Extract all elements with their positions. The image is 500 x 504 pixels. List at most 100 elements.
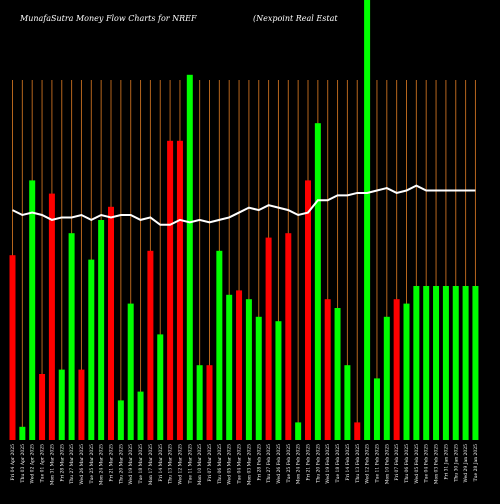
bar	[196, 365, 203, 440]
money-flow-line	[12, 184, 476, 226]
bar	[433, 286, 440, 440]
x-tick-label: Wed 12 Feb 2025	[365, 444, 371, 484]
bar	[167, 140, 174, 441]
x-tick-label: Fri 28 Mar 2025	[59, 444, 65, 482]
bar	[117, 400, 124, 440]
bar	[275, 321, 282, 440]
bar	[9, 255, 16, 440]
x-tick-label: Mon 24 Mar 2025	[99, 444, 105, 485]
x-tick-label: Mon 10 Feb 2025	[384, 444, 390, 484]
x-tick-label: Tue 25 Feb 2025	[286, 444, 292, 483]
bar	[186, 74, 193, 441]
bar-series	[9, 0, 479, 441]
bar	[452, 286, 459, 440]
x-tick-label: Wed 26 Feb 2025	[276, 444, 282, 484]
x-tick-label: Fri 07 Feb 2025	[394, 444, 400, 481]
x-tick-label: Thu 06 Mar 2025	[217, 444, 223, 484]
bar	[413, 286, 420, 440]
x-tick-label: Fri 04 Apr 2025	[10, 444, 16, 481]
bar	[157, 334, 164, 440]
x-tick-label: Wed 12 Mar 2025	[177, 444, 183, 485]
bar	[127, 303, 134, 440]
x-tick-label: Tue 01 Apr 2025	[40, 444, 46, 482]
x-tick-label: Wed 05 Mar 2025	[227, 444, 233, 485]
x-tick-label: Thu 20 Mar 2025	[118, 444, 124, 484]
bar	[245, 299, 252, 440]
x-tick-label: Tue 25 Mar 2025	[89, 444, 95, 484]
x-tick-labels: Fri 04 Apr 2025 Thu 03 Apr 2025 Wed 02 Apr…	[10, 444, 479, 485]
x-tick-label: Thu 06 Feb 2025	[404, 444, 410, 483]
bar	[39, 374, 46, 440]
bar	[236, 290, 243, 440]
x-tick-label: Tue 18 Mar 2025	[138, 444, 144, 484]
bar	[78, 369, 85, 440]
x-tick-label: Fri 14 Feb 2025	[345, 444, 351, 481]
line-series	[12, 184, 476, 226]
bar	[442, 286, 449, 440]
chart-subtitle: (Nexpoint Real Estat	[253, 14, 338, 23]
x-tick-label: Tue 11 Feb 2025	[374, 444, 380, 483]
bar	[255, 316, 262, 440]
bar	[393, 299, 400, 440]
x-tick-label: Fri 21 Feb 2025	[306, 444, 312, 481]
bar	[364, 0, 371, 440]
x-tick-label: Thu 27 Feb 2025	[266, 444, 272, 483]
x-tick-label: Thu 13 Feb 2025	[355, 444, 361, 483]
bar	[206, 365, 213, 440]
bar	[314, 123, 321, 440]
bar	[423, 286, 430, 440]
bar	[305, 180, 311, 440]
x-tick-label: Mon 31 Mar 2025	[49, 444, 55, 485]
bar	[68, 233, 75, 440]
bar	[265, 237, 272, 440]
bar	[354, 422, 361, 440]
bar	[373, 378, 380, 440]
bar	[176, 140, 183, 441]
bar	[334, 308, 341, 440]
bar	[462, 286, 469, 440]
x-tick-label: Thu 30 Jan 2025	[453, 444, 459, 482]
x-tick-label: Tue 11 Mar 2025	[187, 444, 193, 484]
bar	[216, 250, 223, 440]
chart-title: MunafaSutra Money Flow Charts for NREF	[19, 14, 197, 23]
x-tick-label: Fri 21 Mar 2025	[109, 444, 115, 482]
bar	[383, 316, 390, 440]
x-tick-label: Mon 03 Feb 2025	[434, 444, 440, 484]
x-tick-label: Fri 07 Mar 2025	[207, 444, 213, 482]
x-tick-label: Wed 29 Jan 2025	[463, 444, 469, 483]
x-tick-label: Fri 28 Feb 2025	[256, 444, 262, 481]
bar	[472, 286, 479, 440]
x-tick-label: Tue 28 Jan 2025	[473, 444, 479, 482]
x-tick-label: Thu 03 Apr 2025	[20, 444, 26, 483]
x-tick-label: Thu 20 Feb 2025	[315, 444, 321, 483]
x-tick-label: Fri 31 Jan 2025	[443, 444, 449, 480]
x-tick-label: Wed 26 Mar 2025	[79, 444, 85, 485]
bar	[88, 259, 95, 440]
x-tick-label: Tue 18 Feb 2025	[335, 444, 341, 483]
bar	[29, 180, 36, 440]
x-tick-label: Wed 19 Mar 2025	[128, 444, 134, 485]
x-tick-label: Wed 05 Feb 2025	[414, 444, 420, 484]
bar	[295, 422, 302, 440]
x-tick-label: Tue 04 Mar 2025	[237, 444, 243, 484]
x-tick-label: Fri 14 Mar 2025	[158, 444, 164, 482]
x-tick-label: Wed 02 Apr 2025	[30, 444, 36, 484]
bar	[226, 294, 233, 440]
x-tick-label: Mon 03 Mar 2025	[246, 444, 252, 485]
bar	[403, 303, 410, 440]
bar	[108, 206, 114, 440]
bar	[137, 391, 144, 440]
x-tick-label: Mon 17 Mar 2025	[148, 444, 154, 485]
bar	[19, 426, 26, 440]
bar	[324, 299, 331, 440]
bar	[344, 365, 351, 440]
bar	[285, 233, 292, 440]
x-tick-label: Wed 19 Feb 2025	[325, 444, 331, 484]
x-tick-label: Thu 27 Mar 2025	[69, 444, 75, 484]
x-tick-label: Thu 13 Mar 2025	[168, 444, 174, 484]
bar	[98, 220, 105, 440]
bar	[58, 369, 65, 440]
bar	[48, 193, 55, 440]
